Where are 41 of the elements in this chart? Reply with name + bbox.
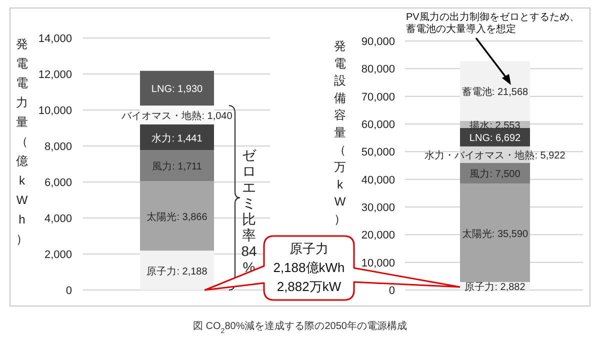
text: 発電電力量（億kWh）: [16, 37, 28, 246]
bar: [460, 184, 530, 282]
bar: [140, 181, 214, 251]
bar: [460, 61, 530, 121]
data-label: LNG: 6,692: [469, 133, 522, 144]
y-tick-label: 6,000: [44, 177, 72, 189]
y-tick-label: 0: [66, 285, 72, 297]
data-label: LNG: 1,930: [151, 84, 204, 96]
y-tick-label: 8,000: [44, 141, 72, 153]
y-tick-label: 70,000: [361, 91, 395, 104]
y-tick-label: 50,000: [361, 146, 395, 159]
bar: [140, 150, 214, 182]
bar: [140, 250, 214, 290]
text: PV風力の出力制御をゼロとするため、蓄電池の大量導入を想定: [406, 11, 580, 35]
y-tick-label: 10,000: [38, 105, 72, 117]
y-tick-label: 30,000: [361, 202, 395, 214]
data-label: 水力・バイオマス・地熱: 5,922: [424, 150, 566, 162]
data-label: 太陽光: 35,590: [462, 228, 529, 240]
y-tick-label: 2,000: [44, 249, 72, 261]
data-label: 原子力: 2,188: [146, 265, 208, 278]
y-tick-label: 20,000: [361, 230, 395, 242]
data-label: 蓄電池: 21,568: [462, 86, 529, 98]
data-label: バイオマス・地熱: 1,040: [120, 110, 233, 122]
data-label: 風力: 7,500: [470, 168, 521, 180]
bar: [140, 124, 214, 150]
y-tick-label: 14,000: [38, 33, 72, 45]
y-tick-label: 60,000: [361, 119, 395, 131]
text: 発電設備容量（万kW）: [334, 39, 346, 226]
y-tick-label: 80,000: [361, 64, 395, 76]
data-label: 原子力: 2,882: [464, 281, 526, 294]
data-label: 水力: 1,441: [152, 132, 203, 144]
y-tick-label: 4,000: [44, 213, 72, 225]
y-tick-label: 90,000: [361, 36, 395, 48]
y-tick-label: 40,000: [361, 174, 395, 186]
text: 図 CO$_{2}$80%減を達成する際の2050年の電源構成: [193, 320, 407, 334]
y-tick-label: 12,000: [38, 69, 72, 81]
y-tick-label: 10,000: [361, 257, 395, 270]
y-tick-label: 0: [388, 285, 395, 297]
data-label: 太陽光: 3,866: [146, 210, 208, 223]
bar: [140, 70, 214, 106]
data-label: 風力: 1,711: [152, 160, 202, 173]
